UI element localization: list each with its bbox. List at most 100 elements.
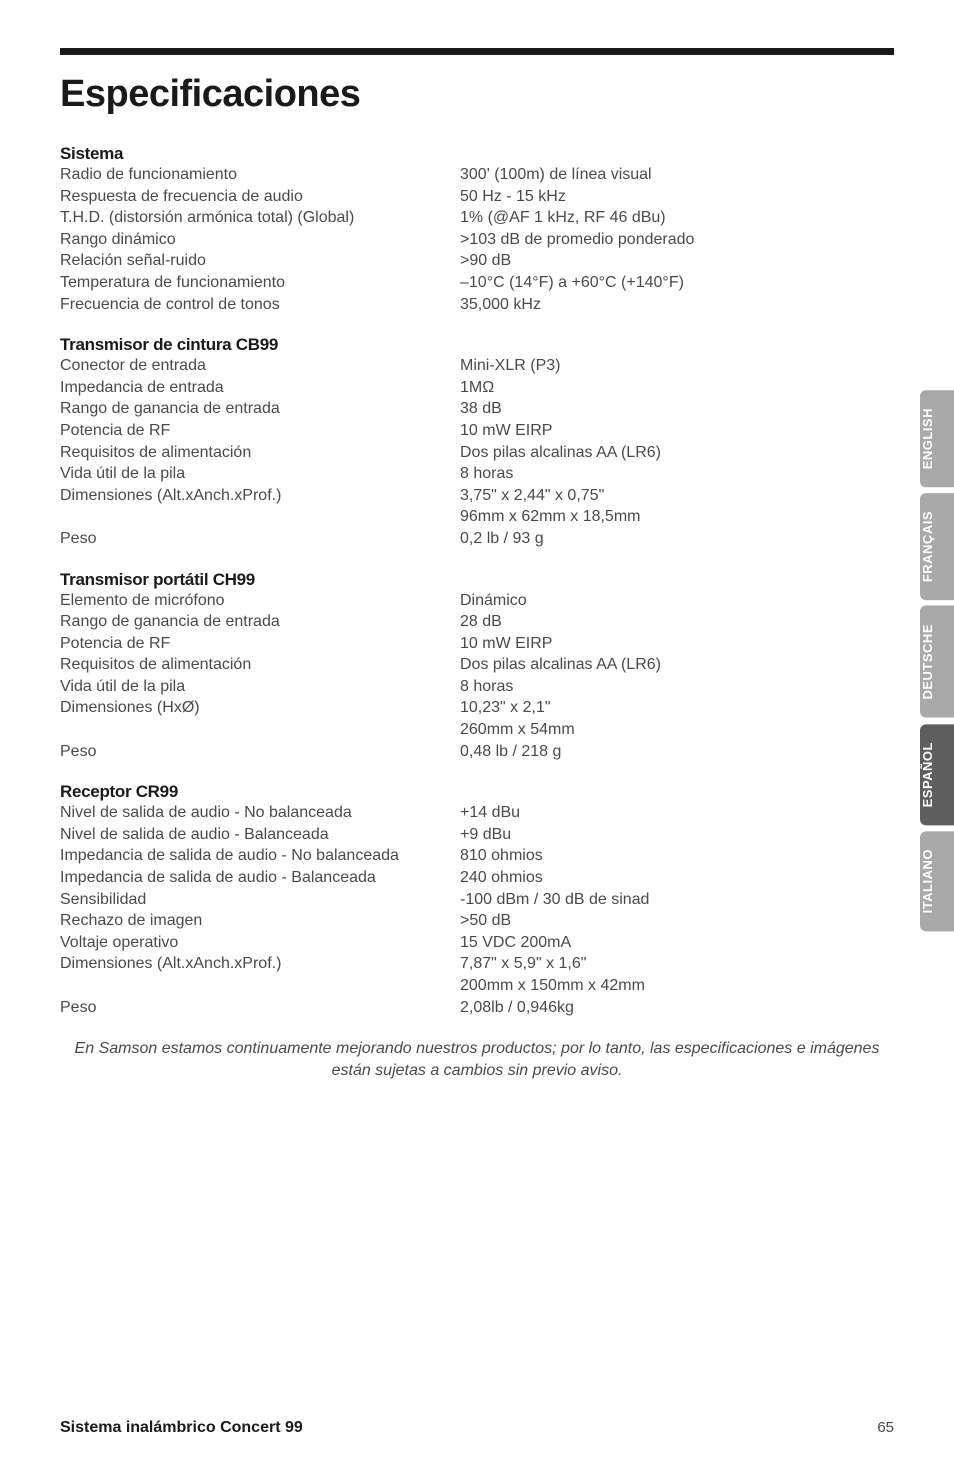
spec-label: Nivel de salida de audio - No balanceada	[60, 802, 460, 824]
spec-value: 1% (@AF 1 kHz, RF 46 dBu)	[460, 207, 894, 229]
spec-row: Sensibilidad-100 dBm / 30 dB de sinad	[60, 889, 894, 911]
spec-value: 7,87" x 5,9" x 1,6"	[460, 953, 894, 975]
spec-value: >50 dB	[460, 910, 894, 932]
spec-label: Temperatura de funcionamiento	[60, 272, 460, 294]
section-heading: Transmisor portátil CH99	[60, 570, 894, 590]
spec-value: 0,48 lb / 218 g	[460, 741, 894, 763]
language-tabs: ENGLISH FRANÇAIS DEUTSCHE ESPAÑOL ITALIANO	[920, 390, 954, 938]
spec-row: Potencia de RF10 mW EIRP	[60, 420, 894, 442]
spec-value: Mini-XLR (P3)	[460, 355, 894, 377]
spec-value: Dinámico	[460, 590, 894, 612]
spec-section: Transmisor portátil CH99Elemento de micr…	[60, 570, 894, 763]
spec-label: Conector de entrada	[60, 355, 460, 377]
spec-row: Impedancia de salida de audio - No balan…	[60, 845, 894, 867]
language-tab[interactable]: ESPAÑOL	[920, 724, 954, 825]
spec-row: 260mm x 54mm	[60, 719, 894, 741]
spec-section: Receptor CR99Nivel de salida de audio - …	[60, 782, 894, 1018]
spec-row: Voltaje operativo15 VDC 200mA	[60, 932, 894, 954]
spec-label: Relación señal-ruido	[60, 250, 460, 272]
spec-value: 8 horas	[460, 463, 894, 485]
spec-row: Rango dinámico>103 dB de promedio ponder…	[60, 229, 894, 251]
spec-label: Potencia de RF	[60, 420, 460, 442]
spec-value: 3,75" x 2,44" x 0,75"	[460, 485, 894, 507]
spec-value: 1MΩ	[460, 377, 894, 399]
spec-row: 96mm x 62mm x 18,5mm	[60, 506, 894, 528]
spec-label	[60, 506, 460, 528]
footer-title: Sistema inalámbrico Concert 99	[60, 1419, 303, 1437]
spec-label: Peso	[60, 741, 460, 763]
spec-label: Peso	[60, 528, 460, 550]
spec-row: Frecuencia de control de tonos35,000 kHz	[60, 294, 894, 316]
spec-row: Potencia de RF10 mW EIRP	[60, 633, 894, 655]
spec-label: Requisitos de alimentación	[60, 654, 460, 676]
spec-label: Respuesta de frecuencia de audio	[60, 186, 460, 208]
spec-label: Frecuencia de control de tonos	[60, 294, 460, 316]
spec-row: Conector de entradaMini-XLR (P3)	[60, 355, 894, 377]
spec-row: Peso2,08lb / 0,946kg	[60, 997, 894, 1019]
top-rule	[60, 48, 894, 55]
spec-section: Transmisor de cintura CB99Conector de en…	[60, 335, 894, 549]
spec-value: 50 Hz - 15 kHz	[460, 186, 894, 208]
spec-section: SistemaRadio de funcionamiento300' (100m…	[60, 144, 894, 315]
spec-label: Dimensiones (HxØ)	[60, 697, 460, 719]
spec-label: Potencia de RF	[60, 633, 460, 655]
spec-label: Vida útil de la pila	[60, 676, 460, 698]
spec-value: Dos pilas alcalinas AA (LR6)	[460, 654, 894, 676]
spec-label	[60, 719, 460, 741]
spec-label: Impedancia de salida de audio - No balan…	[60, 845, 460, 867]
spec-row: Vida útil de la pila8 horas	[60, 676, 894, 698]
section-heading: Receptor CR99	[60, 782, 894, 802]
section-heading: Sistema	[60, 144, 894, 164]
spec-label: Elemento de micrófono	[60, 590, 460, 612]
language-tab[interactable]: ITALIANO	[920, 831, 954, 931]
spec-value: Dos pilas alcalinas AA (LR6)	[460, 442, 894, 464]
spec-row: Rango de ganancia de entrada38 dB	[60, 398, 894, 420]
spec-value: -100 dBm / 30 dB de sinad	[460, 889, 894, 911]
spec-label: Rango de ganancia de entrada	[60, 398, 460, 420]
spec-row: Dimensiones (Alt.xAnch.xProf.)7,87" x 5,…	[60, 953, 894, 975]
spec-row: Rechazo de imagen>50 dB	[60, 910, 894, 932]
spec-label: Sensibilidad	[60, 889, 460, 911]
language-tab[interactable]: DEUTSCHE	[920, 606, 954, 718]
spec-label: Vida útil de la pila	[60, 463, 460, 485]
spec-label: Impedancia de entrada	[60, 377, 460, 399]
page-content: Especificaciones SistemaRadio de funcion…	[0, 0, 954, 1081]
spec-row: Dimensiones (HxØ)10,23" x 2,1"	[60, 697, 894, 719]
spec-row: Requisitos de alimentaciónDos pilas alca…	[60, 442, 894, 464]
spec-row: T.H.D. (distorsión armónica total) (Glob…	[60, 207, 894, 229]
spec-row: Vida útil de la pila8 horas	[60, 463, 894, 485]
language-tab[interactable]: FRANÇAIS	[920, 493, 954, 600]
spec-label: Nivel de salida de audio - Balanceada	[60, 824, 460, 846]
spec-label: Dimensiones (Alt.xAnch.xProf.)	[60, 953, 460, 975]
spec-row: Temperatura de funcionamiento–10°C (14°F…	[60, 272, 894, 294]
spec-value: 96mm x 62mm x 18,5mm	[460, 506, 894, 528]
spec-row: Rango de ganancia de entrada28 dB	[60, 611, 894, 633]
spec-row: Peso0,48 lb / 218 g	[60, 741, 894, 763]
spec-label: Rango de ganancia de entrada	[60, 611, 460, 633]
spec-row: Impedancia de salida de audio - Balancea…	[60, 867, 894, 889]
footer-page-number: 65	[877, 1419, 894, 1436]
spec-label: Radio de funcionamiento	[60, 164, 460, 186]
spec-row: Impedancia de entrada1MΩ	[60, 377, 894, 399]
spec-value: 0,2 lb / 93 g	[460, 528, 894, 550]
spec-value: 35,000 kHz	[460, 294, 894, 316]
spec-row: Nivel de salida de audio - No balanceada…	[60, 802, 894, 824]
spec-value: +9 dBu	[460, 824, 894, 846]
spec-row: Elemento de micrófonoDinámico	[60, 590, 894, 612]
spec-row: Nivel de salida de audio - Balanceada+9 …	[60, 824, 894, 846]
spec-label: Impedancia de salida de audio - Balancea…	[60, 867, 460, 889]
spec-label	[60, 975, 460, 997]
spec-label: Rango dinámico	[60, 229, 460, 251]
spec-value: 10 mW EIRP	[460, 420, 894, 442]
spec-label: Peso	[60, 997, 460, 1019]
spec-label: Voltaje operativo	[60, 932, 460, 954]
page-title: Especificaciones	[60, 73, 894, 116]
spec-value: 38 dB	[460, 398, 894, 420]
spec-value: >103 dB de promedio ponderado	[460, 229, 894, 251]
language-tab[interactable]: ENGLISH	[920, 390, 954, 487]
footnote-text: En Samson estamos continuamente mejorand…	[60, 1038, 894, 1081]
spec-value: 2,08lb / 0,946kg	[460, 997, 894, 1019]
spec-value: >90 dB	[460, 250, 894, 272]
section-heading: Transmisor de cintura CB99	[60, 335, 894, 355]
spec-value: 10 mW EIRP	[460, 633, 894, 655]
